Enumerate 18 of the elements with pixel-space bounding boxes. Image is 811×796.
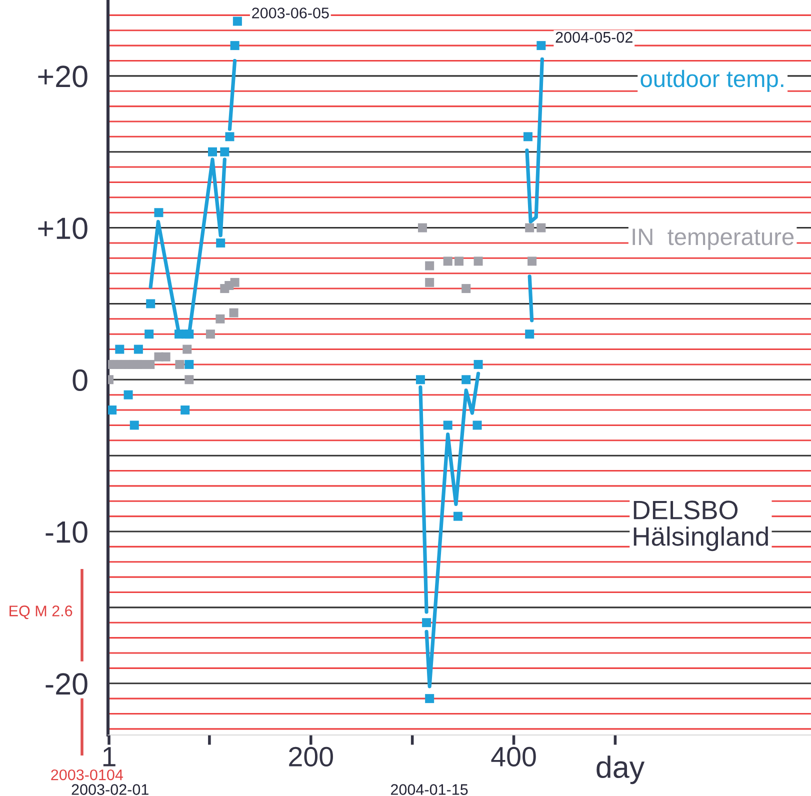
text: EQ M 2.6 <box>10 606 72 620</box>
text: 2003-0104 <box>51 769 123 780</box>
text: outdoor temp. <box>640 70 784 92</box>
text: 2004-01-15 <box>390 784 468 795</box>
y-tick-label: +20 <box>38 66 88 88</box>
x-axis-title: day <box>596 756 645 784</box>
y-tick-label: 0 <box>72 369 88 392</box>
annotation: DELSBO Hälsingland <box>634 500 768 552</box>
y-tick-label: +10 <box>38 218 88 240</box>
x-tick-label: 1 <box>103 747 116 766</box>
text: IN temperature <box>632 228 794 250</box>
text: 2003-02-01 <box>72 784 148 795</box>
annotation: 2004-05-02 <box>556 32 632 43</box>
annotation: 2003-06-05 <box>252 8 329 18</box>
x-tick-label: 200 <box>289 746 333 767</box>
y-tick-label: -20 <box>46 673 88 695</box>
x-tick-label: 400 <box>491 746 536 767</box>
y-tick-label: -10 <box>46 521 88 543</box>
